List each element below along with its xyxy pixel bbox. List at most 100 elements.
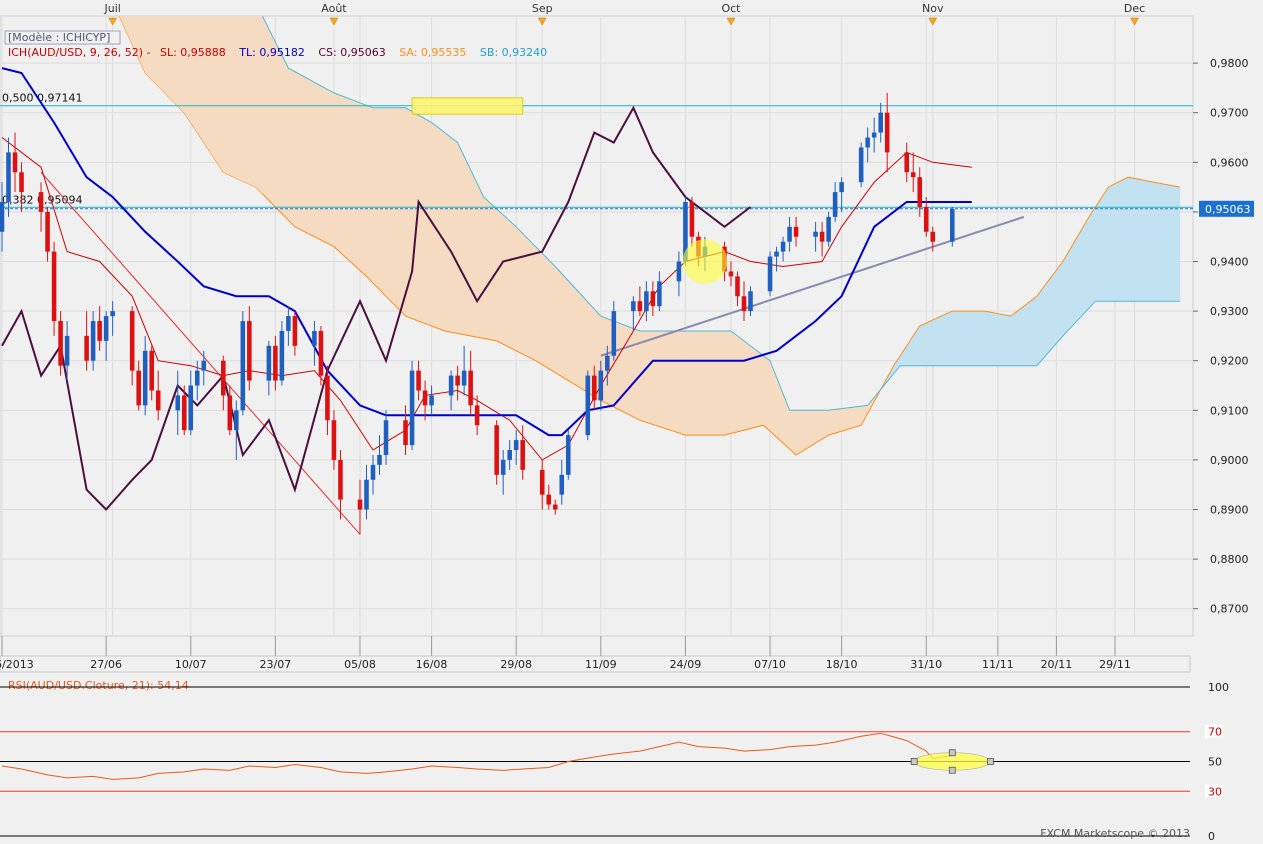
candle-bull — [507, 450, 512, 460]
indicator-legend[interactable]: ICH(AUD/USD, 9, 26, 52) - SL: 0,95888 TL… — [8, 46, 547, 59]
candle-bull — [787, 226, 792, 242]
candle-bear — [884, 112, 890, 153]
ichimoku-label: ICH(AUD/USD, 9, 26, 52) - — [8, 46, 151, 59]
price-axis: 0,98000,97000,96000,95000,94000,93000,92… — [1193, 57, 1254, 616]
date-tick-label: 11/09 — [585, 658, 617, 671]
month-label: Juil — [103, 2, 120, 15]
month-axis: Juil Août Sep Oct Nov Dec — [103, 2, 1145, 636]
month-marker — [329, 17, 339, 26]
candle-bull — [865, 137, 870, 148]
candle-bull — [370, 464, 376, 480]
date-tick-label: 18/10 — [826, 658, 858, 671]
candle-bear — [923, 206, 929, 232]
candle-bear — [58, 321, 63, 366]
candle-bear — [221, 360, 226, 396]
candle-bear — [917, 177, 923, 207]
sa-label: SA: 0,95535 — [399, 46, 466, 59]
candle-bear — [292, 316, 298, 346]
candle-bear — [930, 231, 936, 242]
ellipse-handle — [910, 758, 918, 765]
date-tick-label: 11/11 — [982, 658, 1014, 671]
candle-bull — [858, 147, 864, 183]
candle-bear — [689, 202, 695, 237]
price-tick-label: 0,9400 — [1210, 256, 1249, 269]
price-tick-label: 0,8900 — [1210, 504, 1249, 517]
candle-bull — [409, 370, 415, 446]
price-tick-label: 0,8700 — [1210, 603, 1249, 616]
candle-bear — [38, 192, 44, 212]
candle-bull — [240, 321, 246, 411]
candle-bear — [474, 405, 480, 426]
candle-bull — [950, 208, 955, 242]
ellipse-handle — [948, 749, 956, 757]
candle-bear — [910, 172, 916, 178]
ichimoku-cloud — [118, 15, 1181, 456]
candle-bear — [422, 390, 428, 406]
candle-bull — [565, 435, 571, 475]
candle-bull — [774, 251, 779, 257]
candle-bull — [0, 202, 5, 232]
cloud-bear-area — [119, 16, 263, 194]
candle-bull — [676, 261, 682, 282]
date-axis-strip — [0, 655, 1191, 673]
model-label[interactable]: [Modèle : ICHICYP] — [8, 31, 110, 44]
cloud-bear-area — [262, 16, 881, 455]
candle-bull — [813, 231, 818, 237]
rsi-tick-label: 30 — [1208, 785, 1222, 798]
candle-bear — [735, 276, 740, 297]
rsi-title: RSI(AUD/USD.Cloture, 21): 54,14 — [8, 679, 189, 692]
month-label: Oct — [721, 2, 741, 15]
candle-bear — [403, 420, 408, 446]
candle-bull — [383, 420, 389, 455]
candle-bear — [247, 321, 252, 381]
month-marker — [726, 17, 736, 26]
candle-bull — [188, 385, 194, 431]
date-tick-label: 27/06 — [90, 658, 122, 671]
highlight-circle — [682, 239, 728, 284]
senkou-span-a-line — [118, 15, 1181, 456]
candle-bull — [6, 152, 11, 202]
candle-bear — [97, 321, 102, 341]
candle-bull — [839, 182, 844, 193]
price-tick-label: 0,9600 — [1210, 156, 1249, 169]
sl-label: SL: 0,95888 — [160, 46, 226, 59]
price-tick-label: 0,9800 — [1210, 57, 1249, 70]
candle-bull — [657, 281, 662, 307]
price-tick-label: 0,9300 — [1210, 305, 1249, 318]
candle-bear — [331, 420, 337, 460]
candle-bull — [64, 335, 70, 366]
rsi-tick-box — [1205, 724, 1223, 738]
candle-bull — [780, 241, 786, 252]
model-label-box[interactable] — [4, 30, 121, 45]
rsi-tick-label: 50 — [1208, 756, 1222, 769]
rsi-tick-label: 0 — [1208, 830, 1215, 843]
date-tick-label: 23/07 — [260, 658, 292, 671]
candle-bull — [461, 370, 467, 386]
candle-bull — [605, 355, 610, 371]
candle-bull — [826, 216, 831, 242]
candle-bear — [819, 231, 825, 242]
candle-bear — [227, 395, 233, 431]
cs-label: CS: 0,95063 — [318, 46, 385, 59]
current-price-box — [1199, 200, 1254, 217]
price-tick-label: 0,9000 — [1210, 454, 1249, 467]
candle-bear — [155, 390, 161, 411]
candle-bull — [194, 370, 200, 386]
candle-bear — [12, 152, 18, 173]
candle-bull — [286, 316, 291, 331]
date-tick-label: 29/08 — [500, 658, 532, 671]
candle-bull — [513, 440, 519, 450]
candle-bull — [201, 360, 207, 371]
price-tick-label: 0,9200 — [1210, 355, 1249, 368]
rsi-tick-label: 100 — [1208, 681, 1229, 694]
date-tick-label: 07/10 — [754, 658, 786, 671]
date-tick-label: 16/08 — [416, 658, 448, 671]
candle-bull — [631, 301, 636, 312]
candle-bull — [748, 291, 753, 312]
candle-bull — [559, 474, 565, 495]
price-tick-label: 0,9100 — [1210, 404, 1249, 417]
date-tick-label: 05/08 — [344, 658, 376, 671]
candle-bear — [325, 375, 330, 421]
date-tick-label: 20/11 — [1041, 658, 1073, 671]
